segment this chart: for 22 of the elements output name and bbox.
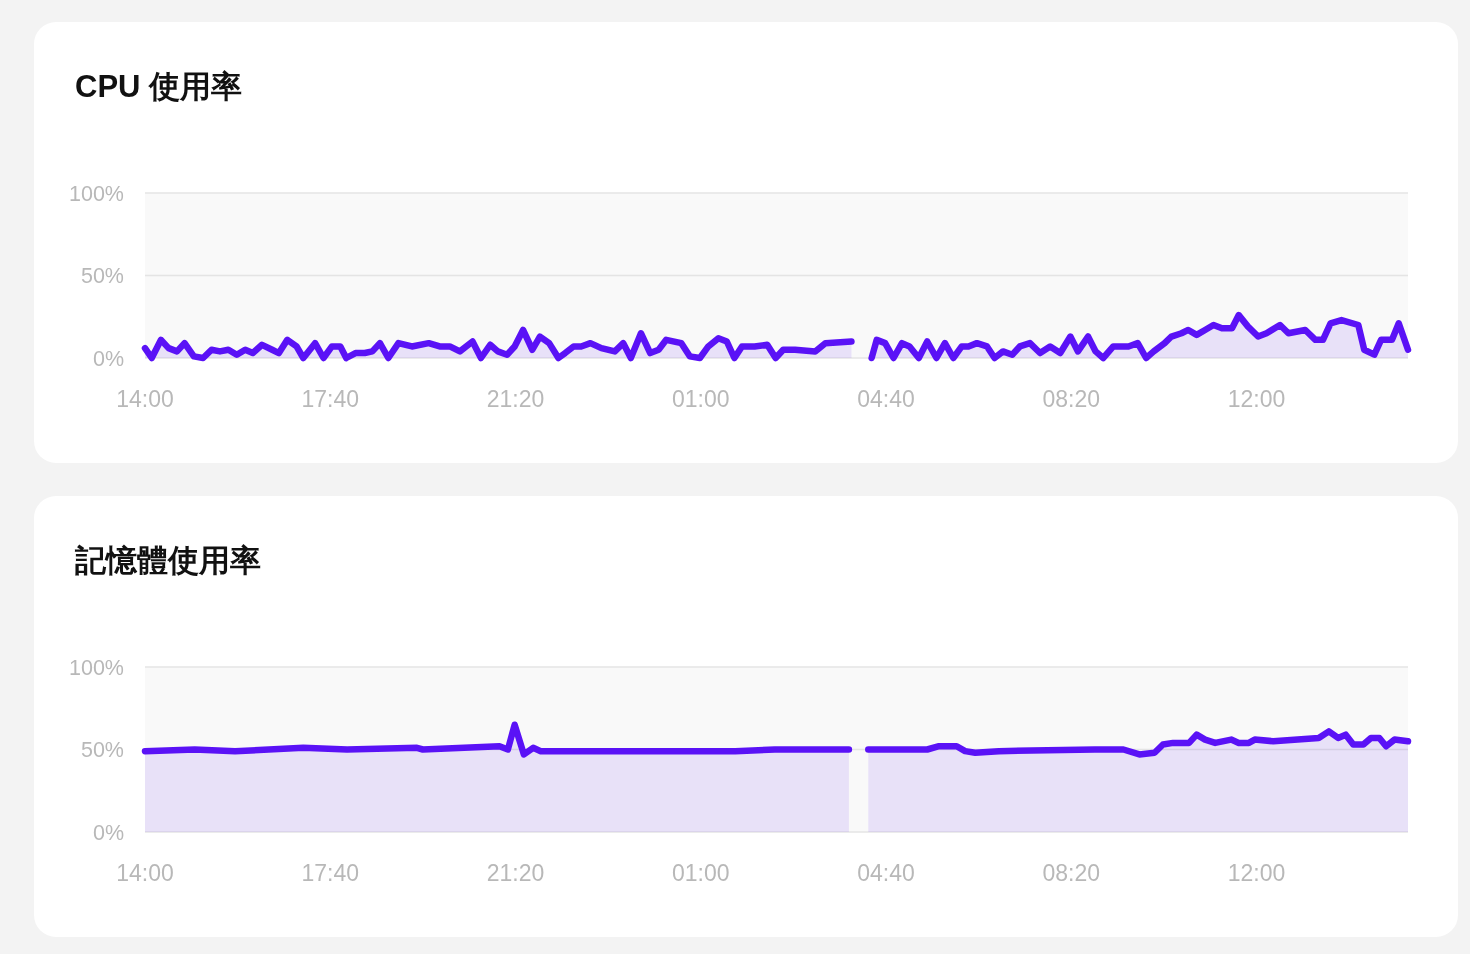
x-tick-label: 01:00 xyxy=(671,860,730,886)
chart-title: CPU 使用率 xyxy=(75,69,243,104)
x-tick-label: 08:20 xyxy=(1042,386,1100,412)
x-tick-label: 01:00 xyxy=(671,386,730,412)
x-tick-label: 14:00 xyxy=(116,386,174,412)
x-tick-label: 17:40 xyxy=(301,386,360,412)
chart-title: 記憶體使用率 xyxy=(74,543,261,578)
x-tick-label: 14:00 xyxy=(116,860,174,886)
x-tick-label: 21:20 xyxy=(486,860,545,886)
x-tick-label: 04:40 xyxy=(857,386,915,412)
y-tick-label: 0% xyxy=(92,820,124,845)
x-tick-label: 12:00 xyxy=(1227,386,1286,412)
y-tick-label: 50% xyxy=(80,738,124,762)
x-tick-label: 08:20 xyxy=(1042,860,1100,886)
y-tick-label: 0% xyxy=(92,346,124,371)
x-tick-label: 04:40 xyxy=(857,860,915,886)
x-tick-label: 17:40 xyxy=(301,860,360,886)
y-tick-label: 100% xyxy=(69,655,124,680)
x-tick-label: 21:20 xyxy=(486,386,545,412)
x-tick-label: 12:00 xyxy=(1227,860,1286,886)
y-tick-label: 50% xyxy=(80,264,124,288)
y-tick-label: 100% xyxy=(69,181,124,206)
